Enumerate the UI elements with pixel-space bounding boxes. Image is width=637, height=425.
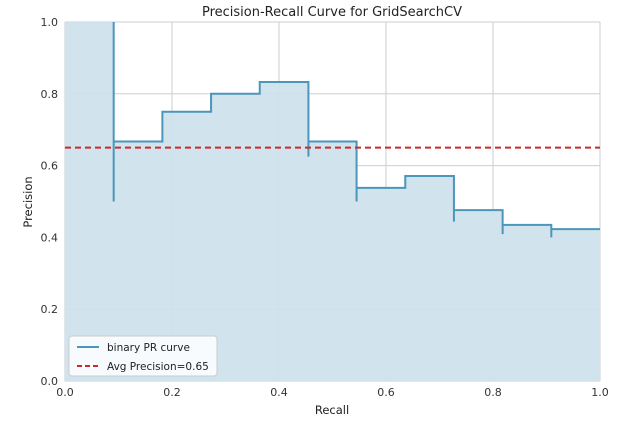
y-tick-label: 0.8 xyxy=(41,88,59,101)
x-tick-label: 0.4 xyxy=(270,386,288,399)
legend-box xyxy=(68,335,218,377)
x-tick-label: 0.8 xyxy=(484,386,502,399)
x-tick-label: 0.6 xyxy=(377,386,395,399)
legend: binary PR curve Avg Precision=0.65 xyxy=(68,335,218,377)
chart-title: Precision-Recall Curve for GridSearchCV xyxy=(202,5,462,20)
y-tick-label: 0.6 xyxy=(41,160,59,173)
y-tick-label: 1.0 xyxy=(41,16,59,29)
legend-label-pr-curve: binary PR curve xyxy=(107,342,190,354)
pr-curve-line xyxy=(112,22,600,238)
x-axis-label: Recall xyxy=(315,403,349,417)
x-tick-label: 0.2 xyxy=(163,386,181,399)
y-tick-label: 0.0 xyxy=(41,375,59,388)
y-axis-label: Precision xyxy=(21,176,35,227)
pr-lines xyxy=(65,22,600,238)
tick-labels: 0.0 0.2 0.4 0.6 0.8 1.0 0.0 0.2 0.4 0.6 0.8 1.0 xyxy=(41,16,609,399)
y-tick-label: 0.4 xyxy=(41,231,59,244)
legend-label-avg-precision: Avg Precision=0.65 xyxy=(107,361,209,373)
x-tick-label: 1.0 xyxy=(591,386,609,399)
y-tick-label: 0.2 xyxy=(41,303,59,316)
x-tick-label: 0.0 xyxy=(56,386,74,399)
